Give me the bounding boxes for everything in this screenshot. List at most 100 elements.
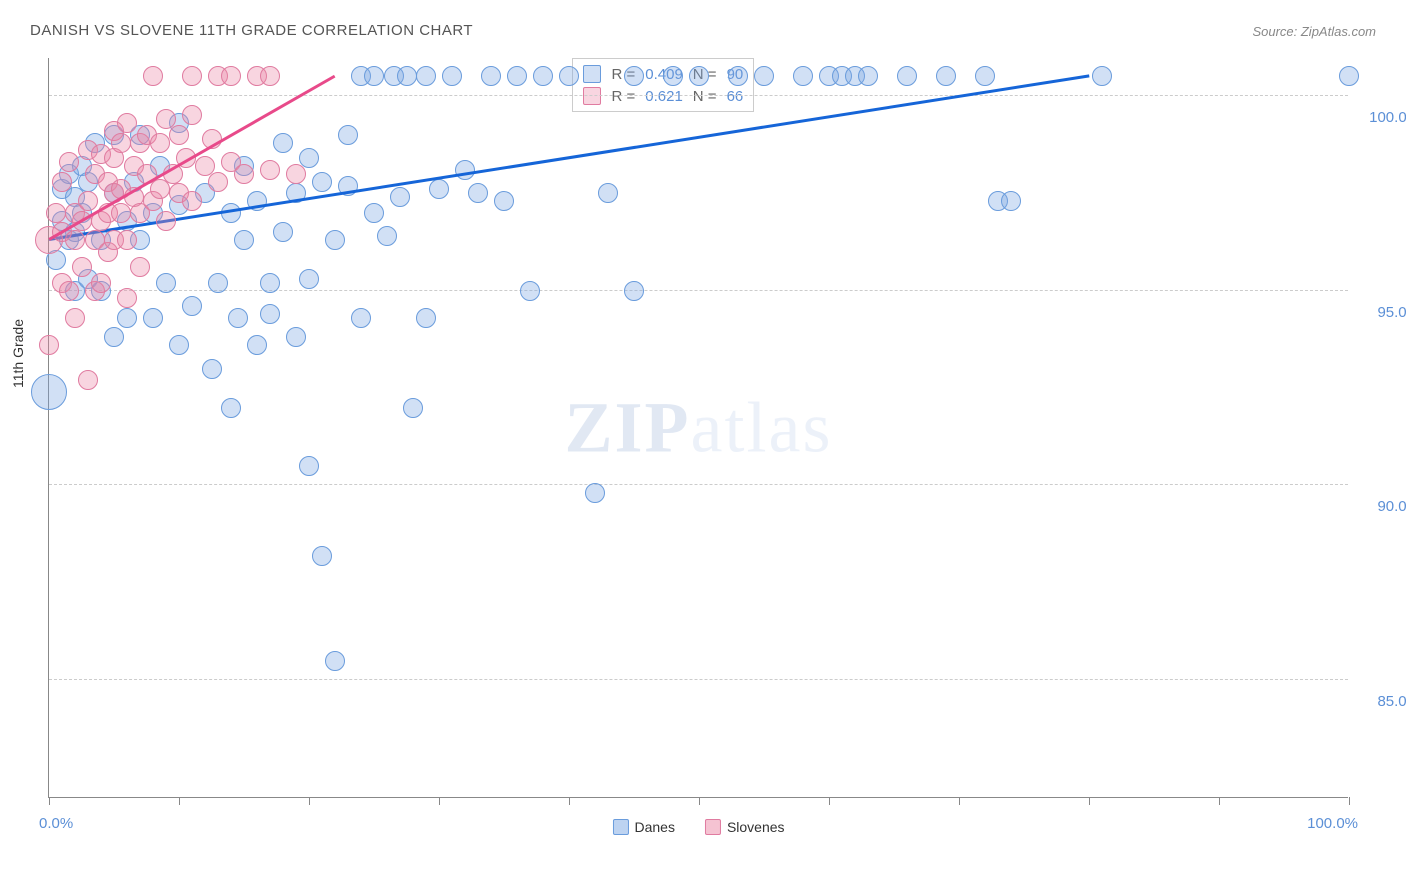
data-point xyxy=(533,66,553,86)
data-point xyxy=(228,308,248,328)
legend-r-value: 0.621 xyxy=(645,88,683,105)
data-point xyxy=(104,327,124,347)
data-point xyxy=(182,191,202,211)
data-point xyxy=(397,66,417,86)
data-point xyxy=(65,308,85,328)
data-point xyxy=(130,257,150,277)
legend-label: Slovenes xyxy=(727,819,785,835)
data-point xyxy=(455,160,475,180)
data-point xyxy=(338,125,358,145)
legend-n-value: 66 xyxy=(727,88,744,105)
data-point xyxy=(442,66,462,86)
data-point xyxy=(325,230,345,250)
plot-area: ZIPatlas 0.0% 100.0% R =0.409N =90R =0.6… xyxy=(48,58,1348,798)
data-point xyxy=(403,398,423,418)
data-point xyxy=(31,374,67,410)
data-point xyxy=(234,164,254,184)
data-point xyxy=(585,483,605,503)
data-point xyxy=(351,308,371,328)
data-point xyxy=(1092,66,1112,86)
data-point xyxy=(72,257,92,277)
data-point xyxy=(117,113,137,133)
data-point xyxy=(208,273,228,293)
data-point xyxy=(299,456,319,476)
y-tick-label: 90.0% xyxy=(1360,498,1406,515)
legend-label: Danes xyxy=(634,819,674,835)
data-point xyxy=(221,398,241,418)
data-point xyxy=(111,133,131,153)
legend-swatch xyxy=(612,819,628,835)
data-point xyxy=(260,160,280,180)
legend-row: R = 0.621 N = 66 xyxy=(583,85,743,107)
y-tick-label: 95.0% xyxy=(1360,304,1406,321)
data-point xyxy=(59,152,79,172)
data-point xyxy=(377,226,397,246)
data-point xyxy=(286,164,306,184)
data-point xyxy=(182,105,202,125)
data-point xyxy=(299,269,319,289)
data-point xyxy=(728,66,748,86)
data-point xyxy=(754,66,774,86)
grid-line xyxy=(49,484,1348,485)
data-point xyxy=(78,370,98,390)
x-axis-label-max: 100.0% xyxy=(1307,815,1358,832)
data-point xyxy=(468,183,488,203)
grid-line xyxy=(49,290,1348,291)
data-point xyxy=(364,66,384,86)
y-axis-title: 11th Grade xyxy=(10,319,26,388)
chart-title: DANISH VS SLOVENE 11TH GRADE CORRELATION… xyxy=(30,22,473,39)
data-point xyxy=(46,203,66,223)
data-point xyxy=(91,273,111,293)
x-axis-label-min: 0.0% xyxy=(39,815,73,832)
watermark-light: atlas xyxy=(691,387,833,467)
data-point xyxy=(559,66,579,86)
data-point xyxy=(429,179,449,199)
data-point xyxy=(273,222,293,242)
data-point xyxy=(156,211,176,231)
legend-r-label: R = xyxy=(611,88,635,105)
data-point xyxy=(793,66,813,86)
legend-item: Slovenes xyxy=(705,819,785,835)
data-point xyxy=(247,335,267,355)
legend-swatch xyxy=(583,65,601,83)
data-point xyxy=(65,230,85,250)
series-legend: Danes Slovenes xyxy=(612,819,784,835)
data-point xyxy=(624,281,644,301)
data-point xyxy=(416,66,436,86)
data-point xyxy=(286,327,306,347)
data-point xyxy=(117,230,137,250)
data-point xyxy=(143,308,163,328)
x-tick xyxy=(439,797,440,805)
data-point xyxy=(897,66,917,86)
x-tick xyxy=(1349,797,1350,805)
data-point xyxy=(390,187,410,207)
data-point xyxy=(59,281,79,301)
data-point xyxy=(273,133,293,153)
data-point xyxy=(156,273,176,293)
legend-swatch xyxy=(705,819,721,835)
data-point xyxy=(234,230,254,250)
data-point xyxy=(169,335,189,355)
data-point xyxy=(221,66,241,86)
legend-swatch xyxy=(583,87,601,105)
y-tick-label: 85.0% xyxy=(1360,693,1406,710)
grid-line xyxy=(49,95,1348,96)
legend-n-label: N = xyxy=(693,88,717,105)
data-point xyxy=(1339,66,1359,86)
x-tick xyxy=(1089,797,1090,805)
x-tick xyxy=(959,797,960,805)
x-tick xyxy=(569,797,570,805)
watermark-bold: ZIP xyxy=(565,387,691,467)
data-point xyxy=(858,66,878,86)
x-tick xyxy=(309,797,310,805)
data-point xyxy=(481,66,501,86)
data-point xyxy=(52,172,72,192)
data-point xyxy=(507,66,527,86)
data-point xyxy=(202,359,222,379)
data-point xyxy=(150,133,170,153)
data-point xyxy=(689,66,709,86)
data-point xyxy=(260,273,280,293)
watermark: ZIPatlas xyxy=(565,386,833,469)
data-point xyxy=(598,183,618,203)
data-point xyxy=(975,66,995,86)
